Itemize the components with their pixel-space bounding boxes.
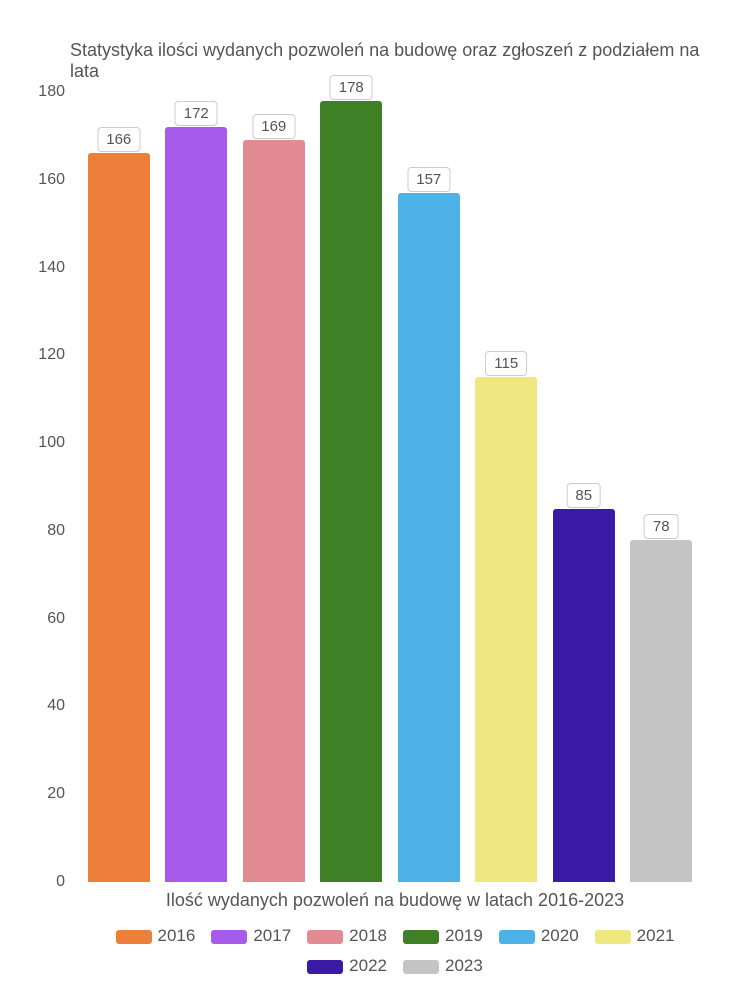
legend: 2016 2017 2018 2019 2020 2021 2022 2023	[70, 921, 720, 981]
y-tick: 60	[20, 610, 65, 628]
legend-label: 2018	[349, 926, 387, 945]
legend-label: 2021	[637, 926, 675, 945]
legend-label: 2020	[541, 926, 579, 945]
legend-label: 2019	[445, 926, 483, 945]
value-label: 166	[97, 127, 140, 152]
legend-swatch	[307, 960, 343, 974]
bar-wrap: 85	[553, 92, 615, 882]
bar-wrap: 78	[630, 92, 692, 882]
bar-2018: 169	[243, 140, 305, 882]
legend-item-2023: 2023	[403, 951, 483, 981]
plot-area: 020406080100120140160180 166172169178157…	[70, 92, 710, 882]
legend-swatch	[403, 960, 439, 974]
legend-label: 2023	[445, 956, 483, 975]
value-label: 172	[175, 101, 218, 126]
value-label: 78	[644, 514, 679, 539]
bar-2023: 78	[630, 540, 692, 882]
bar-wrap: 157	[398, 92, 460, 882]
bar-2020: 157	[398, 193, 460, 882]
chart-container: Statystyka ilości wydanych pozwoleń na b…	[0, 0, 750, 1000]
bar-2021: 115	[475, 377, 537, 882]
value-label: 169	[252, 114, 295, 139]
bar-wrap: 115	[475, 92, 537, 882]
value-label: 178	[330, 75, 373, 100]
legend-label: 2016	[158, 926, 196, 945]
value-label: 85	[566, 483, 601, 508]
y-tick: 160	[20, 171, 65, 189]
legend-item-2017: 2017	[211, 921, 291, 951]
bar-wrap: 166	[88, 92, 150, 882]
legend-swatch	[595, 930, 631, 944]
bar-wrap: 169	[243, 92, 305, 882]
legend-label: 2022	[349, 956, 387, 975]
legend-swatch	[211, 930, 247, 944]
legend-item-2021: 2021	[595, 921, 675, 951]
y-tick: 80	[20, 522, 65, 540]
legend-item-2019: 2019	[403, 921, 483, 951]
value-label: 115	[485, 351, 527, 376]
y-axis: 020406080100120140160180	[20, 92, 65, 882]
bar-2022: 85	[553, 509, 615, 882]
legend-swatch	[499, 930, 535, 944]
legend-item-2018: 2018	[307, 921, 387, 951]
bar-wrap: 172	[165, 92, 227, 882]
y-tick: 40	[20, 697, 65, 715]
y-tick: 0	[20, 873, 65, 891]
bar-wrap: 178	[320, 92, 382, 882]
bar-2016: 166	[88, 153, 150, 882]
legend-swatch	[307, 930, 343, 944]
bar-2017: 172	[165, 127, 227, 882]
y-tick: 120	[20, 346, 65, 364]
legend-item-2022: 2022	[307, 951, 387, 981]
legend-swatch	[403, 930, 439, 944]
y-tick: 20	[20, 785, 65, 803]
legend-item-2016: 2016	[116, 921, 196, 951]
legend-item-2020: 2020	[499, 921, 579, 951]
y-tick: 140	[20, 259, 65, 277]
value-label: 157	[407, 167, 450, 192]
chart-title: Statystyka ilości wydanych pozwoleń na b…	[70, 40, 720, 82]
bars-region: 1661721691781571158578	[70, 92, 710, 882]
legend-label: 2017	[253, 926, 291, 945]
bar-2019: 178	[320, 101, 382, 882]
y-tick: 100	[20, 434, 65, 452]
x-axis-label: Ilość wydanych pozwoleń na budowę w lata…	[70, 890, 720, 911]
legend-swatch	[116, 930, 152, 944]
y-tick: 180	[20, 83, 65, 101]
